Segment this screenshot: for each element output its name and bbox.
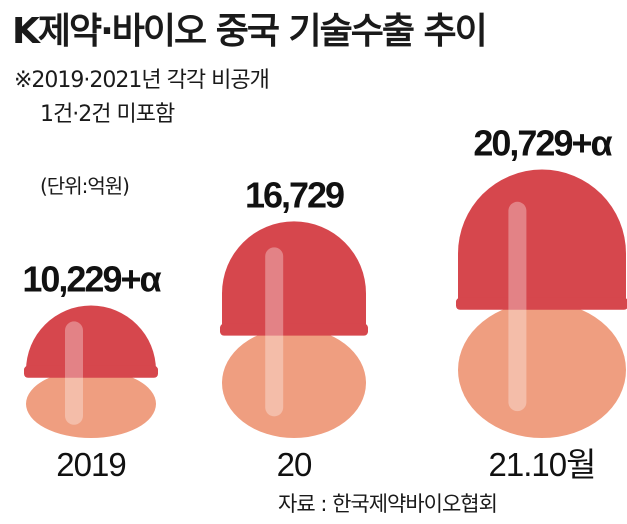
capsule-highlight-2 <box>508 201 527 412</box>
footnote-line-2: 1건·2건 미포함 <box>40 102 175 127</box>
capsule-bottom-0 <box>26 369 156 438</box>
value-suffix-0: +α <box>120 259 161 300</box>
unit-label: (단위:억원) <box>40 174 130 198</box>
capsule-highlight-1 <box>265 247 284 417</box>
capsule-bottom-2 <box>458 301 626 438</box>
value-label-0: 10,229+α <box>22 259 161 300</box>
capsule-top-2 <box>458 169 626 304</box>
capsule-band-0 <box>24 365 158 378</box>
capsule-top-0 <box>26 305 156 372</box>
footnote: ※2019·2021년 각각 비공개 1건·2건 미포함 <box>14 64 270 132</box>
capsule-top-1 <box>222 221 366 330</box>
capsule-band-2 <box>456 297 627 310</box>
capsule-band-1 <box>220 323 368 336</box>
source-note: 자료 : 한국제약바이오협회 <box>278 492 498 516</box>
value-label-2: 20,729+α <box>473 123 612 164</box>
category-label-2: 21.10월 <box>489 446 596 483</box>
capsule-bottom-1 <box>222 327 366 438</box>
value-suffix-2: +α <box>571 123 612 164</box>
capsule-highlight-0 <box>65 321 83 425</box>
chart-title: K제약·바이오 중국 기술수출 추이 <box>12 11 488 52</box>
footnote-line-1: ※2019·2021년 각각 비공개 <box>14 68 270 93</box>
category-label-0: 2019 <box>56 446 125 483</box>
category-label-1: 20 <box>277 446 312 483</box>
value-label-1: 16,729 <box>245 174 344 215</box>
